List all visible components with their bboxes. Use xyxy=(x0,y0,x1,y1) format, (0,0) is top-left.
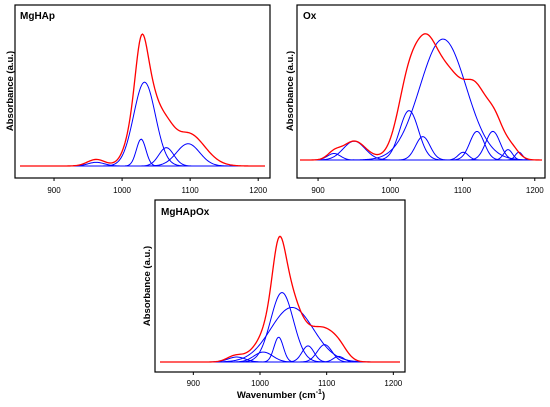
x-axis-label: Wavenumber (cm-1) xyxy=(237,389,325,401)
x-tick-label: 1200 xyxy=(249,186,267,195)
x-tick-label: 1200 xyxy=(526,186,544,195)
panel-mghap: MgHAp Absorbance (a.u.) 900 1000 1100 1200 xyxy=(5,4,271,195)
plot-area xyxy=(160,235,400,363)
panel-ox: Ox Absorbance (a.u.) 900 1000 1100 1200 xyxy=(285,4,546,195)
plot-frame xyxy=(154,199,406,373)
x-axis-label-main: Wavenumber (cm xyxy=(237,390,316,401)
x-tick-label: 1000 xyxy=(251,379,269,388)
x-tick-label: 900 xyxy=(187,379,201,388)
component-band-curve xyxy=(300,151,542,161)
panel-title: MgHApOx xyxy=(161,207,210,218)
x-tick-label: 1100 xyxy=(182,186,200,195)
y-axis-label: Absorbance (a.u.) xyxy=(142,246,153,326)
y-axis-label: Absorbance (a.u.) xyxy=(285,51,296,131)
x-axis: 900 1000 1100 1200 xyxy=(47,178,268,195)
envelope-curve xyxy=(160,235,400,363)
panel-mghapox: MgHApOx Absorbance (a.u.) 900 1000 1100 120… xyxy=(142,199,406,401)
panel-title: MgHAp xyxy=(20,11,55,22)
x-axis-label-superscript: -1 xyxy=(316,389,322,396)
x-tick-label: 900 xyxy=(311,186,325,195)
envelope-curve xyxy=(300,33,542,161)
envelope-curve xyxy=(20,33,265,167)
x-axis: 900 1000 1100 1200 xyxy=(311,178,544,195)
x-tick-label: 1200 xyxy=(384,379,402,388)
plot-area xyxy=(20,33,265,167)
panel-title: Ox xyxy=(303,11,317,22)
plot-frame xyxy=(14,4,271,179)
x-axis-label-suffix: ) xyxy=(322,390,325,401)
x-axis: 900 1000 1100 1200 xyxy=(187,372,403,388)
x-tick-label: 900 xyxy=(47,186,61,195)
x-tick-label: 1000 xyxy=(113,186,131,195)
plot-frame xyxy=(296,4,546,179)
plot-area xyxy=(300,33,543,161)
x-tick-label: 1100 xyxy=(454,186,472,195)
x-tick-label: 1000 xyxy=(381,186,399,195)
y-axis-label: Absorbance (a.u.) xyxy=(5,51,16,131)
x-tick-label: 1100 xyxy=(318,379,336,388)
